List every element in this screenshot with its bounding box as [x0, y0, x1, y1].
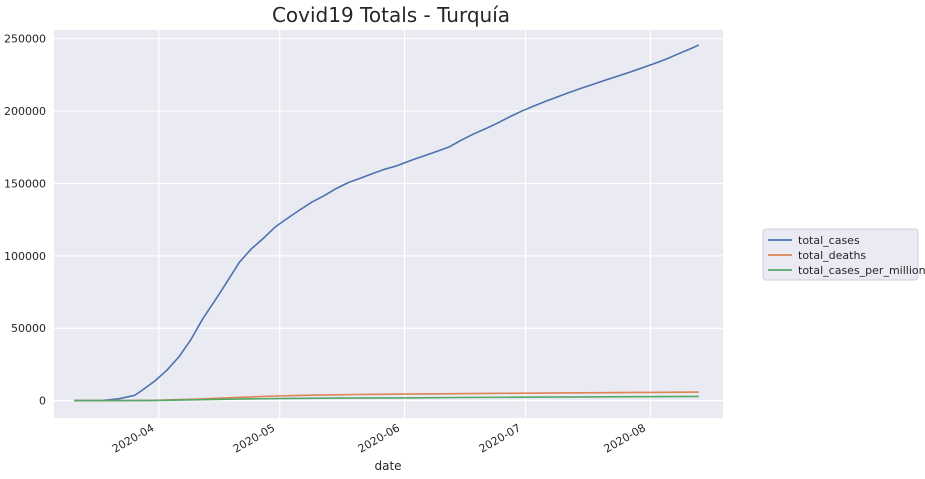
legend-label: total_deaths — [798, 249, 866, 262]
x-tick-label: 2020-05 — [231, 421, 277, 455]
plot-background — [54, 30, 723, 418]
legend: total_cases total_deaths total_cases_per_m… — [762, 228, 925, 281]
y-tick-label: 150000 — [4, 177, 46, 190]
x-tick-label: 2020-06 — [356, 421, 402, 455]
legend-box — [762, 228, 919, 281]
y-tick-label: 200000 — [4, 105, 46, 118]
x-tick-label: 2020-04 — [110, 421, 156, 455]
grid-lines — [54, 30, 723, 418]
y-tick-label: 50000 — [11, 322, 46, 335]
y-tick-label: 0 — [39, 395, 46, 408]
legend-label: total_cases_per_million — [798, 264, 925, 277]
y-tick-label: 250000 — [4, 33, 46, 46]
series-line-total-cases — [74, 44, 700, 402]
x-axis-label: date — [374, 459, 401, 473]
chart-title: Covid19 Totals - Turquía — [272, 3, 510, 27]
series-lines — [74, 44, 700, 402]
x-tick-label: 2020-08 — [602, 421, 648, 455]
legend-label: total_cases — [798, 234, 860, 247]
series-line-total-cases-per-million — [74, 395, 699, 402]
y-tick-label: 100000 — [4, 250, 46, 263]
x-tick-label: 2020-07 — [477, 421, 523, 455]
